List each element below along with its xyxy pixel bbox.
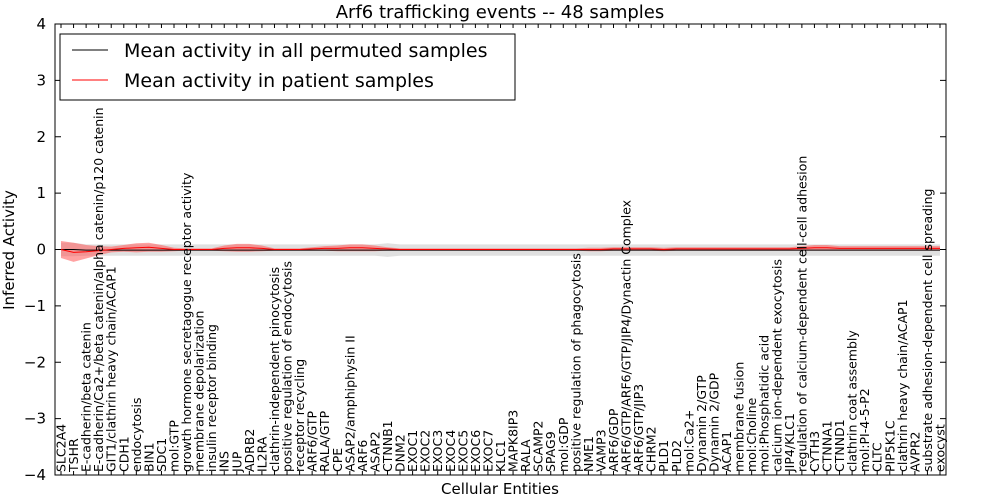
category-label: E-cadherin/beta catenin (79, 322, 94, 472)
y-axis-title: Inferred Activity (0, 190, 18, 310)
category-label: EXOC1 (405, 430, 420, 472)
y-tick-label: 1 (36, 184, 46, 202)
x-axis-title: Cellular Entities (441, 480, 559, 498)
legend-label-patient: Mean activity in patient samples (124, 70, 434, 92)
category-label: ARF6/GTP/JIP3 (631, 384, 646, 472)
category-label: ARF6/GDP (606, 408, 621, 472)
category-label: KLC1 (493, 440, 508, 472)
x-axis-ticks (60, 24, 941, 475)
category-label: GIT1/clathrin heavy chain/ACAP1 (104, 266, 119, 472)
y-tick-label: 3 (36, 71, 46, 89)
y-tick-label: −3 (24, 410, 46, 428)
category-label: ARF6/GTP/ARF6/GTP/JIP4/Dynactin Complex (619, 200, 634, 472)
category-label: ARF6/GTP (305, 411, 320, 472)
plot-area: −4 −3 −2 −1 0 1 2 3 4 SLC2A4TSHRE-cadherin/beta … (24, 15, 948, 484)
category-label: exocyst (933, 424, 948, 472)
category-label: EXOC7 (480, 430, 495, 472)
category-label: positive regulation of endocytosis (280, 261, 295, 472)
y-tick-label: −1 (24, 297, 46, 315)
legend-box (59, 33, 516, 101)
y-tick-label: 4 (36, 15, 46, 33)
category-label: BIN1 (141, 442, 156, 472)
category-label: DNM2 (393, 434, 408, 472)
category-label: SPAG9 (543, 431, 558, 472)
category-label: clathrin-independent pinocytosis (267, 267, 282, 472)
category-label: ARF6 (355, 440, 370, 472)
category-label: growth hormone secretagogue receptor act… (179, 172, 194, 472)
category-label: mol:GDP (556, 417, 571, 472)
category-label: Dynamin 2/GTP (694, 375, 709, 472)
category-label: receptor recycling (292, 359, 307, 472)
y-tick-label: 0 (36, 241, 46, 259)
y-tick-label: −4 (24, 466, 46, 484)
category-label: AVPR2 (907, 432, 922, 472)
category-label: SCAMP2 (531, 421, 546, 473)
category-label: PLD1 (656, 440, 671, 472)
legend: Mean activity in all permuted samples Me… (59, 33, 516, 101)
category-label: CHRM2 (644, 426, 659, 472)
y-tick-label: 2 (36, 128, 46, 146)
category-label: endocytosis (129, 397, 144, 472)
category-label: ASAP2 (367, 431, 382, 472)
category-label: E-cadherin/Ca2+/beta catenin/alpha caten… (91, 107, 106, 472)
category-label: SLC2A4 (54, 424, 69, 472)
category-label: mol:GTP (167, 420, 182, 472)
series-lines (60, 246, 940, 253)
category-label: ADRB2 (242, 429, 257, 472)
category-label: Dynamin 2/GDP (706, 372, 721, 472)
category-label: RALA (518, 439, 533, 472)
category-label: ASAP2/amphiphysin II (342, 335, 357, 472)
category-label: VAMP3 (593, 429, 608, 472)
category-label: INS (217, 451, 232, 472)
category-label: positive regulation of phagocytosis (568, 253, 583, 472)
category-label: MAPK8IP3 (506, 410, 521, 472)
category-label: mol:PI-4-5-P2 (857, 388, 872, 472)
category-label: membrane fusion (732, 362, 747, 472)
category-label: PIP5K1C (882, 420, 897, 472)
line-permuted (61, 249, 940, 251)
chart-title: Arf6 trafficking events -- 48 samples (336, 2, 665, 23)
category-label: membrane depolarization (192, 311, 207, 472)
y-tick-label: −2 (24, 353, 46, 371)
category-label: regulation of calcium-dependent cell-cel… (794, 156, 809, 472)
category-label: CTNNB1 (380, 420, 395, 472)
category-label: insulin receptor binding (204, 324, 219, 472)
category-label: calcium ion-dependent exocytosis (769, 259, 784, 472)
band-patient (61, 241, 940, 262)
category-label: EXOC2 (418, 430, 433, 472)
category-label: IL2RA (254, 436, 269, 472)
category-label: JIP4/KLC1 (782, 413, 797, 473)
category-label: CPE (330, 448, 345, 472)
category-label: RALA/GTP (317, 410, 332, 472)
category-label: NME1 (581, 436, 596, 472)
y-axis-ticks: −4 −3 −2 −1 0 1 2 3 4 (24, 15, 946, 484)
category-label: mol:Choline (744, 397, 759, 472)
category-label: mol:Ca2+ (681, 410, 696, 472)
category-label: CYTH3 (807, 431, 822, 472)
category-label: PLD2 (669, 440, 684, 472)
category-label: EXOC4 (443, 430, 458, 472)
category-label: JUP (229, 451, 244, 473)
category-label: CLTC (870, 442, 885, 472)
legend-label-permuted: Mean activity in all permuted samples (124, 40, 487, 62)
category-label: ACAP1 (719, 431, 734, 472)
category-label: CTNND1 (832, 419, 847, 472)
category-label: SDC1 (154, 438, 169, 472)
category-label: substrate adhesion-dependent cell spread… (920, 189, 935, 472)
category-label: CTNNA1 (819, 420, 834, 472)
category-label: TSHR (66, 438, 81, 473)
category-label: clathrin coat assembly (845, 330, 860, 472)
category-label: EXOC3 (430, 430, 445, 472)
line-patient (60, 246, 940, 253)
category-label: CDH1 (116, 436, 131, 472)
category-label: EXOC5 (455, 430, 470, 472)
category-label: EXOC6 (468, 430, 483, 472)
category-label: mol:Phosphatidic acid (757, 335, 772, 472)
category-label: clathrin heavy chain/ACAP1 (895, 299, 910, 472)
